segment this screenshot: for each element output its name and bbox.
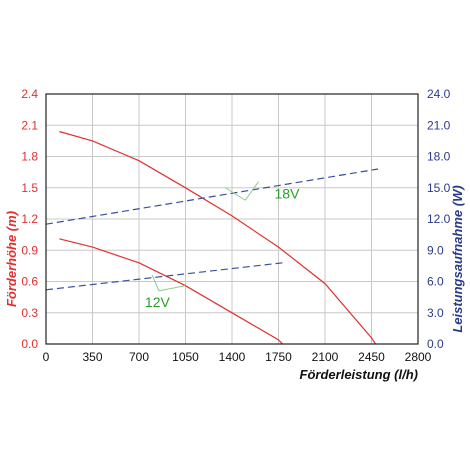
- right-y-tick-label: 15.0: [427, 181, 451, 195]
- annotation-leader-line: [244, 181, 259, 201]
- annotation-leader-line: [158, 285, 186, 292]
- x-axis-label: Förderleistung (l/h): [300, 367, 418, 382]
- left-y-tick-label: 0.3: [21, 306, 38, 320]
- plot-frame: [45, 93, 419, 345]
- x-tick-label: 1400: [219, 350, 246, 364]
- right-y-tick-label: 18.0: [427, 150, 451, 164]
- left-y-tick-label: 1.2: [21, 212, 38, 226]
- x-tick-label: 350: [82, 350, 102, 364]
- head-curve-upper: [59, 130, 377, 345]
- right-y-tick-label: 3.0: [427, 306, 444, 320]
- left-y-tick-label: 1.5: [21, 181, 38, 195]
- right-y-tick-label: 12.0: [427, 212, 451, 226]
- annotation-leader-line: [225, 187, 246, 201]
- x-tick-label: 1750: [265, 350, 292, 364]
- power-curve-lower: [45, 262, 283, 291]
- annotation-label-12v: 12V: [145, 294, 171, 310]
- right-y-tick-label: 21.0: [427, 118, 451, 132]
- right-y-axis-label: Leistungsaufnahme (W): [450, 185, 465, 332]
- annotation-leader-line: [151, 275, 160, 292]
- left-y-tick-label: 2.1: [21, 118, 38, 132]
- left-y-tick-label: 1.8: [21, 150, 38, 164]
- right-y-tick-label: 0.0: [427, 337, 444, 351]
- x-tick-label: 2450: [358, 350, 385, 364]
- left-y-tick-label: 0.0: [21, 337, 38, 351]
- right-y-tick-label: 6.0: [427, 275, 444, 289]
- x-tick-label: 0: [43, 350, 50, 364]
- x-tick-label: 1050: [172, 350, 199, 364]
- left-y-tick-label: 0.9: [21, 243, 38, 257]
- x-tick-label: 2800: [405, 350, 432, 364]
- right-y-tick-label: 9.0: [427, 243, 444, 257]
- annotation-label-18v: 18V: [275, 185, 301, 201]
- x-tick-label: 700: [129, 350, 149, 364]
- power-curve-upper: [45, 168, 379, 225]
- left-y-tick-label: 0.6: [21, 275, 38, 289]
- x-tick-label: 2100: [312, 350, 339, 364]
- right-y-tick-label: 24.0: [427, 87, 451, 101]
- left-y-tick-label: 2.4: [21, 87, 38, 101]
- left-y-axis-label: Förderhöhe (m): [4, 211, 19, 307]
